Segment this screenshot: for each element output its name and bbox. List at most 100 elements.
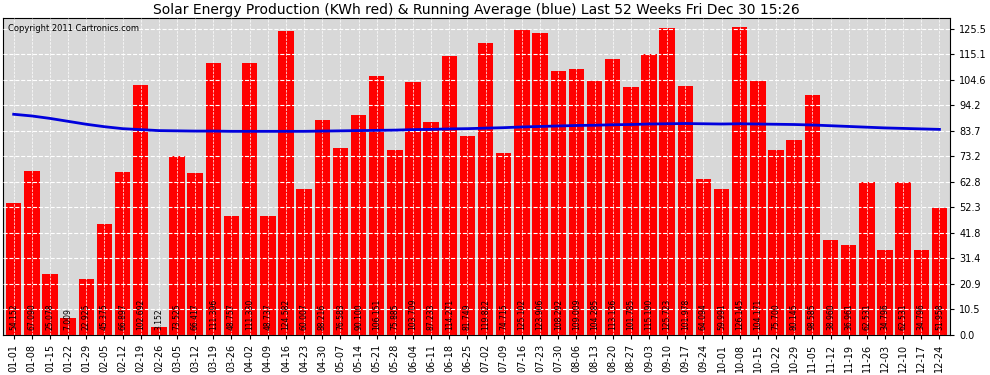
Bar (242, 63, 257, 335)
Text: 104.285: 104.285 (590, 299, 599, 330)
Text: 48.757: 48.757 (227, 303, 236, 330)
Text: 62.531: 62.531 (862, 304, 871, 330)
Bar (550, 71, 566, 335)
Bar (224, 216, 240, 335)
Text: 101.978: 101.978 (681, 299, 690, 330)
Text: 48.737: 48.737 (263, 303, 272, 330)
Bar (805, 94, 820, 335)
Text: 38.960: 38.960 (826, 303, 835, 330)
Bar (115, 172, 131, 335)
Text: 111.330: 111.330 (246, 299, 254, 330)
Text: 66.897: 66.897 (118, 303, 127, 330)
Text: 7.009: 7.009 (63, 308, 72, 330)
Bar (333, 148, 348, 335)
Text: Copyright 2011 Cartronics.com: Copyright 2011 Cartronics.com (8, 24, 139, 33)
Bar (6, 203, 22, 335)
Bar (768, 150, 784, 335)
Bar (823, 240, 839, 335)
Bar (151, 327, 166, 335)
Text: 125.723: 125.723 (662, 299, 671, 330)
Text: 98.585: 98.585 (808, 304, 817, 330)
Text: 60.007: 60.007 (300, 303, 309, 330)
Text: 59.991: 59.991 (717, 303, 726, 330)
Text: 22.925: 22.925 (82, 304, 91, 330)
Text: 34.796: 34.796 (917, 303, 926, 330)
Text: 124.582: 124.582 (281, 299, 290, 330)
Bar (496, 153, 512, 335)
Text: 73.525: 73.525 (172, 303, 181, 330)
Bar (786, 140, 802, 335)
Bar (442, 56, 457, 335)
Text: 114.271: 114.271 (445, 299, 453, 330)
Text: 76.583: 76.583 (336, 303, 345, 330)
Bar (424, 122, 439, 335)
Text: 66.417: 66.417 (191, 303, 200, 330)
Bar (24, 171, 40, 335)
Text: 81.749: 81.749 (463, 304, 472, 330)
Bar (97, 224, 112, 335)
Text: 87.233: 87.233 (427, 304, 436, 330)
Text: 103.709: 103.709 (409, 298, 418, 330)
Bar (296, 189, 312, 335)
Text: 106.151: 106.151 (372, 299, 381, 330)
Text: 104.171: 104.171 (753, 299, 762, 330)
Text: 126.145: 126.145 (736, 299, 744, 330)
Text: 80.145: 80.145 (790, 304, 799, 330)
Bar (714, 189, 730, 335)
Bar (859, 183, 874, 335)
Text: 90.100: 90.100 (354, 303, 363, 330)
Bar (895, 183, 911, 335)
Bar (732, 27, 747, 335)
Bar (677, 86, 693, 335)
Text: 119.822: 119.822 (481, 299, 490, 330)
Text: 45.375: 45.375 (100, 303, 109, 330)
Text: 54.152: 54.152 (9, 304, 18, 330)
Bar (750, 81, 765, 335)
Text: 67.090: 67.090 (28, 303, 37, 330)
Bar (514, 30, 530, 335)
Bar (841, 245, 856, 335)
Bar (623, 87, 639, 335)
Text: 108.292: 108.292 (553, 299, 562, 330)
Text: 62.531: 62.531 (899, 304, 908, 330)
Bar (43, 274, 57, 335)
Text: 51.958: 51.958 (935, 304, 943, 330)
Text: 109.009: 109.009 (572, 298, 581, 330)
Bar (350, 115, 366, 335)
Text: 101.785: 101.785 (627, 299, 636, 330)
Bar (459, 136, 475, 335)
Bar (260, 216, 275, 335)
Bar (169, 156, 185, 335)
Text: 111.396: 111.396 (209, 299, 218, 330)
Text: 88.216: 88.216 (318, 304, 327, 330)
Bar (369, 76, 384, 335)
Bar (60, 318, 76, 335)
Text: 36.961: 36.961 (844, 303, 853, 330)
Bar (478, 43, 493, 335)
Bar (605, 59, 621, 335)
Bar (315, 120, 330, 335)
Text: 25.078: 25.078 (46, 304, 54, 330)
Bar (133, 84, 148, 335)
Bar (587, 81, 602, 335)
Bar (533, 33, 547, 335)
Title: Solar Energy Production (KWh red) & Running Average (blue) Last 52 Weeks Fri Dec: Solar Energy Production (KWh red) & Runn… (153, 3, 800, 17)
Bar (568, 69, 584, 335)
Text: 3.152: 3.152 (154, 309, 163, 330)
Bar (78, 279, 94, 335)
Bar (932, 208, 947, 335)
Text: 102.692: 102.692 (137, 299, 146, 330)
Bar (405, 82, 421, 335)
Bar (877, 250, 893, 335)
Bar (206, 63, 221, 335)
Bar (387, 150, 403, 335)
Text: 113.136: 113.136 (608, 299, 617, 330)
Bar (187, 173, 203, 335)
Text: 75.700: 75.700 (771, 303, 780, 330)
Text: 64.094: 64.094 (699, 303, 708, 330)
Text: 74.715: 74.715 (499, 303, 508, 330)
Text: 125.102: 125.102 (518, 299, 527, 330)
Text: 123.906: 123.906 (536, 299, 544, 330)
Text: 115.190: 115.190 (644, 299, 653, 330)
Bar (642, 54, 656, 335)
